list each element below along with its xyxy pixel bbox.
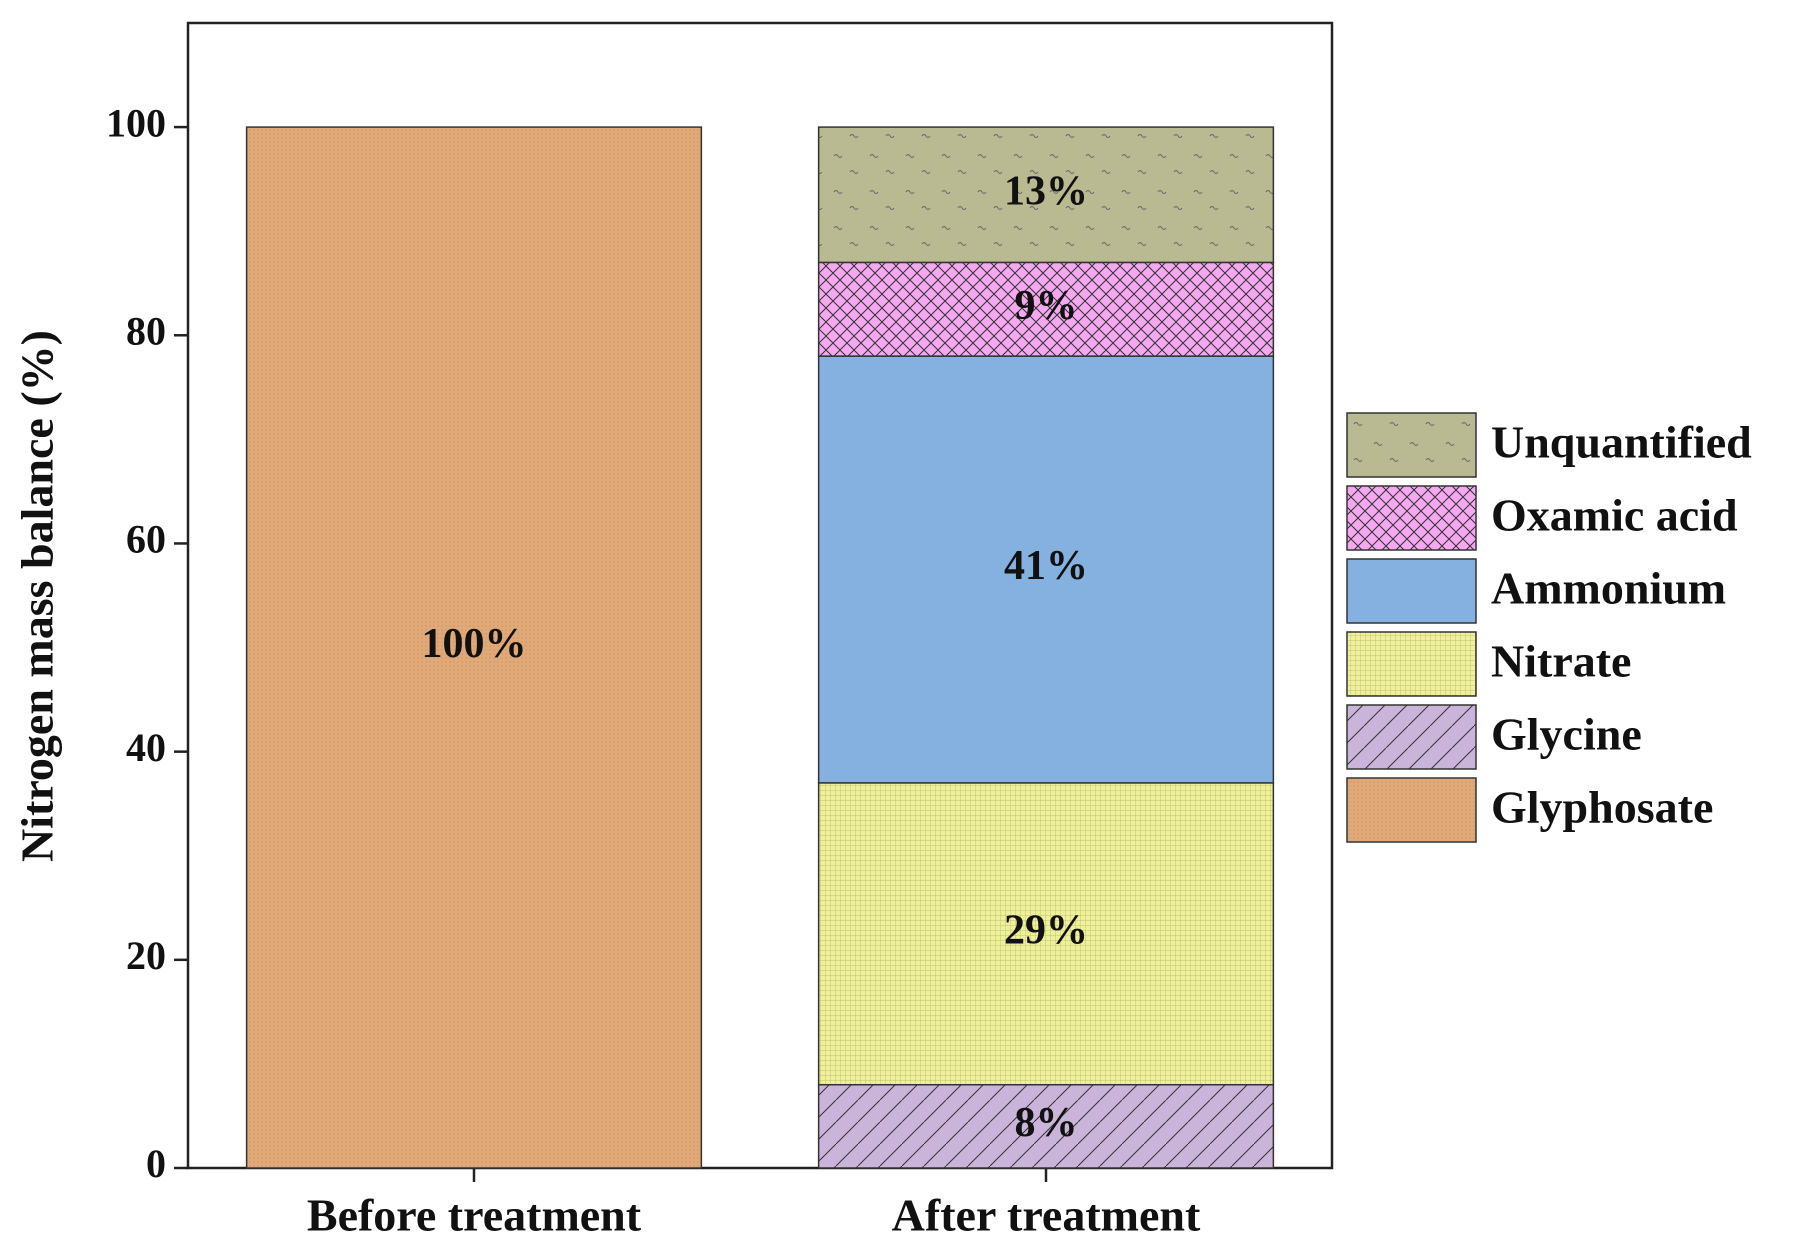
y-tick-label: 40 xyxy=(126,725,166,770)
legend-swatch xyxy=(1346,631,1477,697)
legend-label: Oxamic acid xyxy=(1491,490,1738,541)
bar-segment xyxy=(817,355,1275,784)
legend-label: Nitrate xyxy=(1491,636,1631,687)
y-tick-label: 60 xyxy=(126,517,166,562)
plot-frame xyxy=(186,21,1334,1170)
legend-label: Ammonium xyxy=(1491,563,1726,614)
legend-swatch xyxy=(1346,777,1477,843)
legend-label: Glyphosate xyxy=(1491,782,1713,833)
bar-segment xyxy=(245,126,703,1169)
y-tick-label: 0 xyxy=(146,1141,166,1186)
x-tick-label: After treatment xyxy=(892,1190,1201,1241)
y-tick-label: 100 xyxy=(106,100,166,145)
y-tick-label: 20 xyxy=(126,933,166,978)
bar-segment xyxy=(817,782,1275,1086)
value-label: 41% xyxy=(1004,543,1088,589)
value-label: 29% xyxy=(1004,907,1088,953)
value-label: 8% xyxy=(1015,1100,1078,1146)
legend-label: Glycine xyxy=(1491,709,1642,760)
value-label: 100% xyxy=(422,621,527,667)
legend-label: Unquantified xyxy=(1491,417,1752,468)
legend-swatch xyxy=(1346,704,1477,770)
value-label: 13% xyxy=(1004,168,1088,214)
x-tick-label: Before treatment xyxy=(307,1190,642,1241)
legend-swatch xyxy=(1346,558,1477,624)
bar-segment xyxy=(817,126,1275,264)
value-label: 9% xyxy=(1015,283,1078,329)
y-tick-label: 80 xyxy=(126,308,166,353)
y-axis-title: Nitrogen mass balance (%) xyxy=(12,330,63,862)
legend-swatch xyxy=(1346,485,1477,551)
legend-swatch xyxy=(1346,412,1477,478)
